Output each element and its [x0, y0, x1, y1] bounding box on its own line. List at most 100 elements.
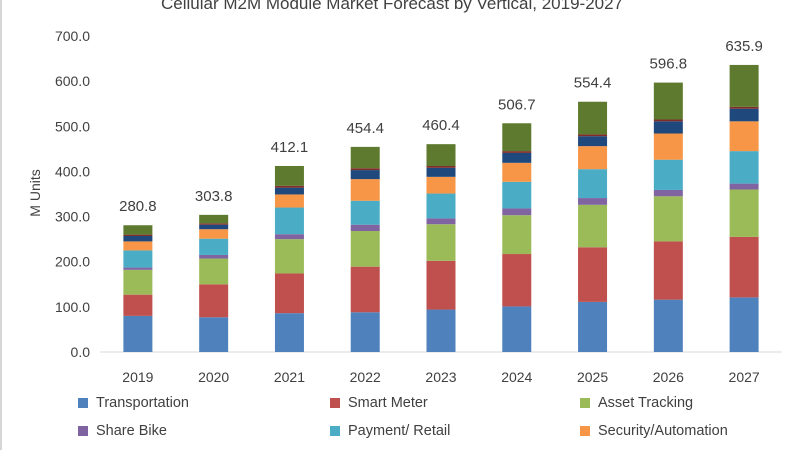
labels-layer: 2019 280.8 2020 303.8 2021 412.1 2022 454.4 2023…	[119, 38, 763, 385]
total-label: 596.8	[650, 56, 688, 73]
y-tick-label: 500.0	[55, 118, 90, 134]
bar-segment-series-7-2022	[350, 170, 380, 180]
total-label: 280.8	[119, 198, 157, 215]
bar-segment-transportation-2020	[199, 317, 229, 352]
bar-segment-smart-meter-2027	[729, 236, 759, 298]
total-label: 460.4	[422, 117, 460, 134]
bar-segment-security-automation-2022	[350, 179, 380, 201]
bar-segment-share-bike-2027	[729, 183, 759, 190]
bar-segment-transportation-2021	[274, 313, 304, 352]
bar-segment-share-bike-2023	[426, 218, 456, 225]
bar-segment-share-bike-2019	[123, 267, 153, 270]
bar-segment-transportation-2027	[729, 297, 759, 352]
y-tick-label: 600.0	[55, 73, 90, 89]
bar-segment-security-automation-2024	[502, 162, 532, 182]
bar-segment-share-bike-2025	[578, 198, 608, 205]
bar-segment-share-bike-2021	[274, 234, 304, 240]
bar-segment-smart-meter-2019	[123, 294, 153, 316]
y-tick-label: 100.0	[55, 299, 90, 315]
legend-item-asset-tracking: Asset Tracking	[580, 395, 693, 411]
bar-segment-series-9-2026	[653, 82, 683, 120]
bar-segment-series-7-2019	[123, 235, 153, 242]
legend-swatch	[330, 398, 340, 408]
legend-item-smart-meter: Smart Meter	[330, 395, 428, 411]
bar-segment-smart-meter-2021	[274, 273, 304, 314]
bar-segment-transportation-2026	[653, 299, 683, 352]
axis-layer: 0.0 100.0 200.0 300.0 400.0 500.0 600.0 700.0	[55, 28, 782, 360]
bar-segment-series-9-2021	[274, 165, 304, 186]
bar-segment-payment-retail-2024	[502, 181, 532, 209]
bar-segment-payment-retail-2026	[653, 159, 683, 190]
bar-segment-asset-tracking-2025	[578, 204, 608, 248]
bar-segment-series-8-2023	[426, 166, 456, 168]
y-tick-label: 300.0	[55, 209, 90, 225]
legend-label: Transportation	[96, 395, 189, 411]
legend-item-payment-retail: Payment/ Retail	[330, 423, 450, 439]
bar-segment-smart-meter-2022	[350, 266, 380, 313]
bar-segment-transportation-2024	[502, 306, 532, 352]
bar-segment-series-7-2026	[653, 121, 683, 134]
bar-segment-asset-tracking-2026	[653, 196, 683, 242]
bar-segment-smart-meter-2023	[426, 260, 456, 310]
bar-segment-asset-tracking-2023	[426, 224, 456, 261]
y-axis-label: M Units	[27, 169, 43, 216]
bar-segment-share-bike-2020	[199, 254, 229, 259]
bar-segment-series-8-2021	[274, 185, 304, 188]
legend-label: Smart Meter	[348, 395, 428, 411]
bar-segment-payment-retail-2022	[350, 200, 380, 225]
bar-segment-payment-retail-2019	[123, 250, 153, 268]
bar-segment-series-8-2020	[199, 223, 229, 225]
bar-segment-transportation-2023	[426, 309, 456, 352]
bar-segment-series-9-2019	[123, 225, 153, 235]
y-tick-label: 700.0	[55, 28, 90, 44]
legend-label: Asset Tracking	[598, 395, 694, 411]
legend-item-transportation: Transportation	[78, 395, 189, 411]
bar-segment-series-7-2025	[578, 136, 608, 147]
bar-segment-asset-tracking-2021	[274, 239, 304, 274]
x-tick-label: 2024	[501, 369, 532, 385]
bar-segment-security-automation-2021	[274, 194, 304, 208]
legend-label: Share Bike	[96, 423, 167, 439]
x-tick-label: 2020	[198, 369, 229, 385]
bar-segment-smart-meter-2026	[653, 241, 683, 300]
chart-title: Cellular M2M Module Market Forecast by V…	[161, 0, 623, 13]
bar-segment-security-automation-2020	[199, 229, 229, 239]
bar-segment-series-9-2025	[578, 101, 608, 135]
bar-segment-series-8-2019	[123, 234, 153, 236]
bar-segment-series-9-2027	[729, 64, 759, 107]
bar-segment-payment-retail-2023	[426, 193, 456, 219]
bar-segment-series-8-2024	[502, 151, 532, 153]
bar-segment-security-automation-2023	[426, 176, 456, 194]
bar-segment-asset-tracking-2020	[199, 258, 229, 285]
bar-segment-series-7-2021	[274, 187, 304, 195]
bar-segment-transportation-2025	[578, 301, 608, 352]
bar-segment-asset-tracking-2022	[350, 231, 380, 267]
total-label: 554.4	[574, 75, 612, 92]
bar-segment-security-automation-2027	[729, 121, 759, 152]
legend-swatch	[330, 426, 340, 436]
bar-segment-share-bike-2024	[502, 208, 532, 216]
bar-segment-share-bike-2026	[653, 189, 683, 197]
legend-item-share-bike: Share Bike	[78, 423, 167, 439]
bar-segment-security-automation-2019	[123, 241, 153, 251]
bar-segment-payment-retail-2027	[729, 151, 759, 184]
bar-segment-security-automation-2026	[653, 133, 683, 160]
bar-segment-payment-retail-2021	[274, 207, 304, 235]
total-label: 454.4	[346, 120, 384, 137]
bar-segment-payment-retail-2020	[199, 238, 229, 255]
total-label: 506.7	[498, 96, 536, 113]
bar-segment-payment-retail-2025	[578, 169, 608, 199]
bar-segment-series-7-2024	[502, 152, 532, 163]
x-tick-label: 2019	[122, 369, 153, 385]
bar-segment-smart-meter-2025	[578, 247, 608, 302]
bar-segment-smart-meter-2024	[502, 254, 532, 307]
legend: Transportation Smart Meter Asset Tracking S…	[2, 393, 800, 450]
bar-segment-transportation-2022	[350, 312, 380, 352]
bar-segment-smart-meter-2020	[199, 284, 229, 318]
x-tick-label: 2022	[350, 369, 381, 385]
bar-segment-series-7-2020	[199, 224, 229, 230]
bar-segment-series-9-2020	[199, 214, 229, 224]
bar-segment-series-9-2022	[350, 146, 380, 169]
